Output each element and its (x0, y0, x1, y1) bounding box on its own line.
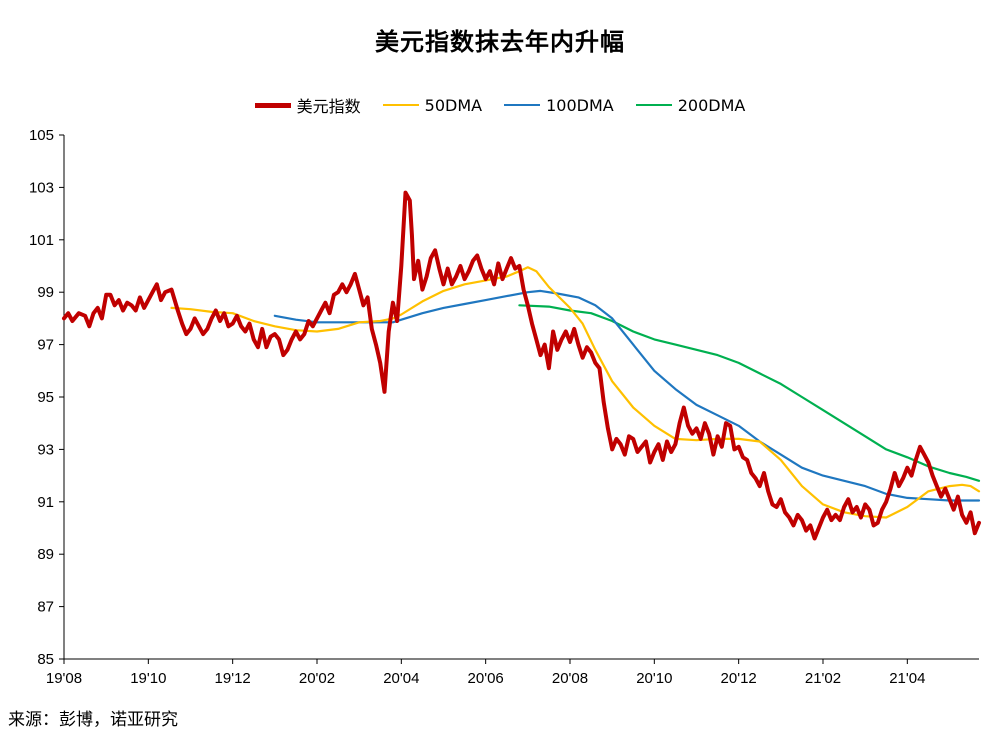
series-100dma-line (273, 289, 981, 502)
legend-item-200dma: 200DMA (635, 95, 746, 115)
x-tick-label: 21'02 (805, 670, 841, 687)
y-tick-label: 103 (29, 179, 54, 196)
x-tick-label: 20'06 (468, 670, 504, 687)
legend-label-200dma: 200DMA (677, 95, 746, 115)
x-tick-label: 20'08 (552, 670, 588, 687)
legend-swatch-usd-index (254, 102, 291, 108)
y-tick-label: 93 (37, 441, 54, 458)
x-tick-label: 20'02 (299, 670, 335, 687)
series-200dma-line (518, 304, 981, 482)
legend-item-usd-index: 美元指数 (254, 93, 361, 117)
x-tick-label: 21'04 (889, 670, 925, 687)
x-tick-label: 20'12 (721, 670, 757, 687)
y-tick-label: 89 (37, 546, 54, 563)
y-tick-label: 101 (29, 232, 54, 249)
legend-label-100dma: 100DMA (546, 95, 614, 115)
source-note: 来源：彭博，诺亚研究 (8, 710, 178, 730)
x-tick-label: 20'10 (636, 670, 672, 687)
series-50dma-line (170, 266, 981, 519)
legend-label-50dma: 50DMA (424, 95, 483, 115)
y-tick-label: 105 (29, 127, 54, 144)
axes: 105 103 101 99 97 95 93 91 89 87 85 19'08 19'10 19'12… (29, 127, 979, 687)
legend-swatch-50dma (382, 104, 419, 106)
x-tick-label: 19'10 (130, 670, 166, 687)
series-lines (62, 190, 981, 541)
y-tick-label: 97 (37, 337, 54, 354)
y-tick-label: 87 (37, 599, 54, 616)
y-tick-label: 99 (37, 284, 54, 301)
x-tick-label: 19'08 (46, 670, 82, 687)
legend-swatch-100dma (504, 104, 541, 106)
y-tick-label: 91 (37, 494, 54, 511)
y-tick-label: 85 (37, 651, 54, 668)
legend-label-usd-index: 美元指数 (296, 97, 361, 116)
series-usd-index-line (62, 190, 981, 541)
legend-item-100dma: 100DMA (504, 96, 614, 115)
x-tick-label: 19'12 (215, 670, 251, 687)
chart-title: 美元指数抹去年内升幅 (375, 28, 625, 56)
legend-swatch-200dma (635, 104, 672, 106)
y-tick-label: 95 (37, 389, 54, 406)
legend: 美元指数 50DMA 100DMA 200DMA (0, 93, 1000, 117)
legend-item-50dma: 50DMA (382, 95, 483, 115)
x-tick-label: 20'04 (383, 670, 419, 687)
